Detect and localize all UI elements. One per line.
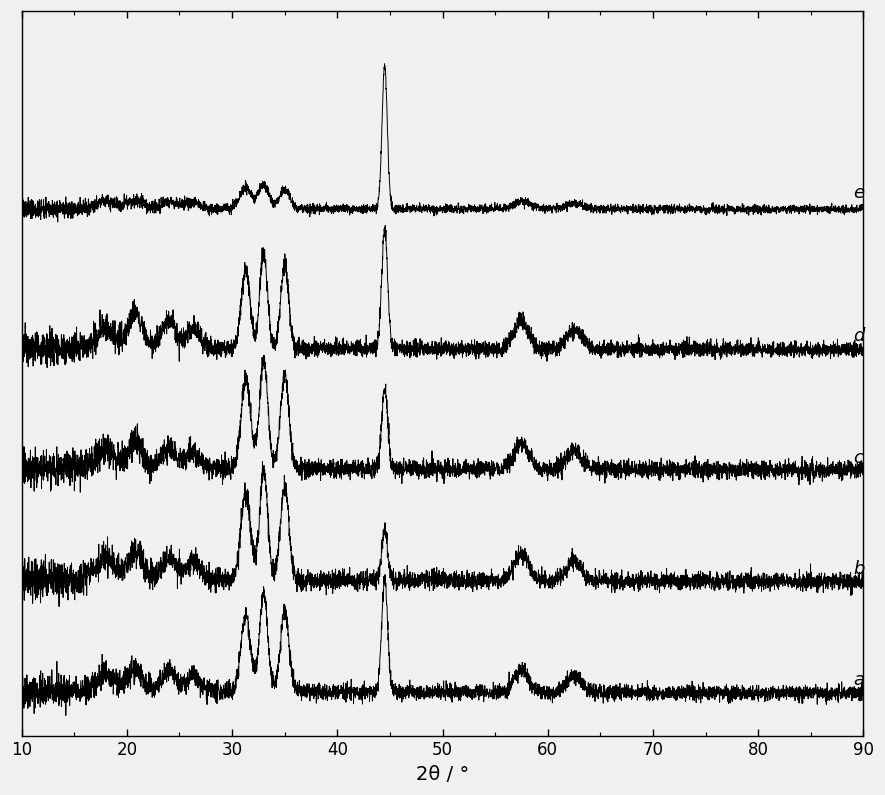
Text: a: a	[853, 671, 864, 689]
Text: e: e	[853, 184, 864, 202]
Text: d: d	[853, 328, 865, 345]
X-axis label: 2θ / °: 2θ / °	[416, 765, 469, 784]
Text: c: c	[853, 449, 863, 467]
Text: b: b	[853, 560, 865, 578]
